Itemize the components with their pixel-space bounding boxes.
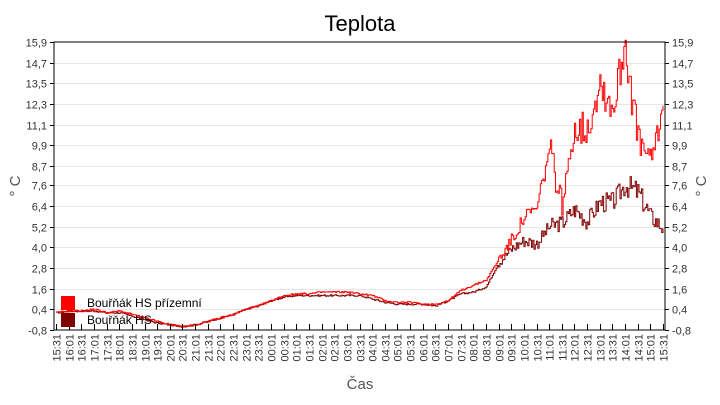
x-tick-label: 05:31 xyxy=(406,334,418,362)
x-tick-label: 18:31 xyxy=(128,334,140,362)
y-axis-label-left: ° C xyxy=(7,175,24,196)
x-tick-label: 00:31 xyxy=(280,334,292,362)
y-tick-label: 11,1 xyxy=(26,121,47,133)
x-tick-label: 08:01 xyxy=(469,334,481,362)
y-tick-label-right: 5,2 xyxy=(672,223,687,235)
x-tick-label: 05:01 xyxy=(393,334,405,362)
x-tick-label: 20:31 xyxy=(178,334,190,362)
x-tick-label: 00:01 xyxy=(267,334,279,362)
y-axis-left: -0,8 0,4 1,6 2,8 4,0 5,2 6,4 7,6 8,7 9,9 11,1 12,3 1… xyxy=(26,38,54,338)
x-tick-label: 19:31 xyxy=(153,334,165,362)
gridlines xyxy=(54,63,665,310)
y-tick-label-right: 15,9 xyxy=(672,38,693,50)
x-tick-label: 10:31 xyxy=(533,334,545,362)
x-tick-label: 17:01 xyxy=(90,334,102,362)
x-tick-label: 20:01 xyxy=(166,334,178,362)
y-tick-label-right: 8,7 xyxy=(672,162,687,174)
y-tick-label: 9,9 xyxy=(32,141,47,153)
x-tick-label: 02:31 xyxy=(330,334,342,362)
y-tick-label: 14,7 xyxy=(26,59,47,71)
x-tick-label: 03:01 xyxy=(343,334,355,362)
x-tick-label: 23:31 xyxy=(254,334,266,362)
x-tick-label: 07:01 xyxy=(444,334,456,362)
x-tick-label: 22:31 xyxy=(229,334,241,362)
y-tick-label-right: 14,7 xyxy=(672,59,693,71)
y-tick-label-right: 7,6 xyxy=(672,181,687,193)
y-axis-right: -0,8 0,4 1,6 2,8 4,0 5,2 6,4 7,6 8,7 9,9 11,1 12,3 1… xyxy=(665,38,693,338)
chart-title: Teplota xyxy=(325,11,397,36)
x-tick-label: 11:31 xyxy=(558,334,570,361)
x-tick-label: 06:31 xyxy=(431,334,443,362)
x-tick-label: 16:31 xyxy=(77,334,89,362)
x-tick-label: 19:01 xyxy=(141,334,153,362)
x-tick-label: 15:31 xyxy=(659,334,671,362)
x-tick-label: 13:01 xyxy=(596,334,608,362)
x-tick-label: 08:31 xyxy=(482,334,494,362)
y-tick-label: 5,2 xyxy=(32,223,47,235)
y-tick-label: -0,8 xyxy=(28,326,47,338)
y-tick-label: 1,6 xyxy=(32,285,47,297)
x-tick-label: 02:01 xyxy=(318,334,330,362)
y-tick-label: 7,6 xyxy=(32,181,47,193)
x-tick-label: 15:01 xyxy=(646,334,658,362)
y-tick-label: 12,3 xyxy=(26,100,47,112)
x-tick-label: 15:31 xyxy=(52,334,64,362)
x-tick-label: 01:31 xyxy=(305,334,317,362)
x-tick-label: 04:01 xyxy=(368,334,380,362)
x-tick-label: 17:31 xyxy=(103,334,115,362)
y-tick-label-right: 4,0 xyxy=(672,243,687,255)
y-tick-label-right: 0,4 xyxy=(672,305,687,317)
x-tick-label: 18:01 xyxy=(115,334,127,362)
legend-swatch-prizemni xyxy=(61,296,75,310)
x-tick-label: 14:31 xyxy=(634,334,646,362)
x-tick-label: 12:31 xyxy=(583,334,595,362)
y-tick-label: 4,0 xyxy=(32,243,47,255)
y-tick-label: 6,4 xyxy=(32,202,47,214)
legend-swatch-hs xyxy=(61,313,75,327)
y-tick-label-right: 9,9 xyxy=(672,141,687,153)
series-line xyxy=(56,39,664,328)
x-tick-label: 13:31 xyxy=(608,334,620,362)
y-axis-label-right: ° C xyxy=(693,175,710,196)
x-tick-label: 21:01 xyxy=(191,334,203,362)
y-tick-label: 15,9 xyxy=(26,38,47,50)
x-tick-label: 16:01 xyxy=(65,334,77,362)
legend-label-prizemni: Bouřňák HS přízemní xyxy=(87,296,202,310)
y-tick-label-right: -0,8 xyxy=(672,326,691,338)
x-tick-label: 09:31 xyxy=(507,334,519,362)
x-tick-label: 03:31 xyxy=(356,334,368,362)
y-tick-label-right: 6,4 xyxy=(672,202,687,214)
x-tick-label: 12:01 xyxy=(570,334,582,362)
x-axis-label: Čas xyxy=(347,376,374,393)
y-tick-label-right: 2,8 xyxy=(672,264,687,276)
x-tick-label: 11:01 xyxy=(545,334,557,361)
y-tick-label-right: 11,1 xyxy=(672,121,693,133)
legend: Bouřňák HS přízemní Bouřňák HS xyxy=(61,296,202,327)
x-tick-label: 01:01 xyxy=(292,334,304,362)
y-tick-label: 8,7 xyxy=(32,162,47,174)
series-lines xyxy=(56,39,664,328)
y-tick-label: 13,5 xyxy=(26,79,47,91)
y-tick-label-right: 13,5 xyxy=(672,79,693,91)
x-tick-label: 22:01 xyxy=(216,334,228,362)
y-tick-label: 2,8 xyxy=(32,264,47,276)
x-tick-label: 06:01 xyxy=(419,334,431,362)
x-tick-label: 21:31 xyxy=(204,334,216,362)
x-axis: 15:31 16:01 16:31 17:01 17:31 18:01 18:31 19:01… xyxy=(52,324,671,362)
x-tick-label: 09:01 xyxy=(495,334,507,362)
legend-label-hs: Bouřňák HS xyxy=(87,313,152,327)
x-tick-label: 23:01 xyxy=(242,334,254,362)
x-tick-label: 10:01 xyxy=(520,334,532,362)
y-tick-label-right: 12,3 xyxy=(672,100,693,112)
y-tick-label: 0,4 xyxy=(32,305,47,317)
x-tick-label: 07:31 xyxy=(457,334,469,362)
x-tick-label: 04:31 xyxy=(381,334,393,362)
y-tick-label-right: 1,6 xyxy=(672,285,687,297)
x-tick-label: 14:01 xyxy=(621,334,633,362)
